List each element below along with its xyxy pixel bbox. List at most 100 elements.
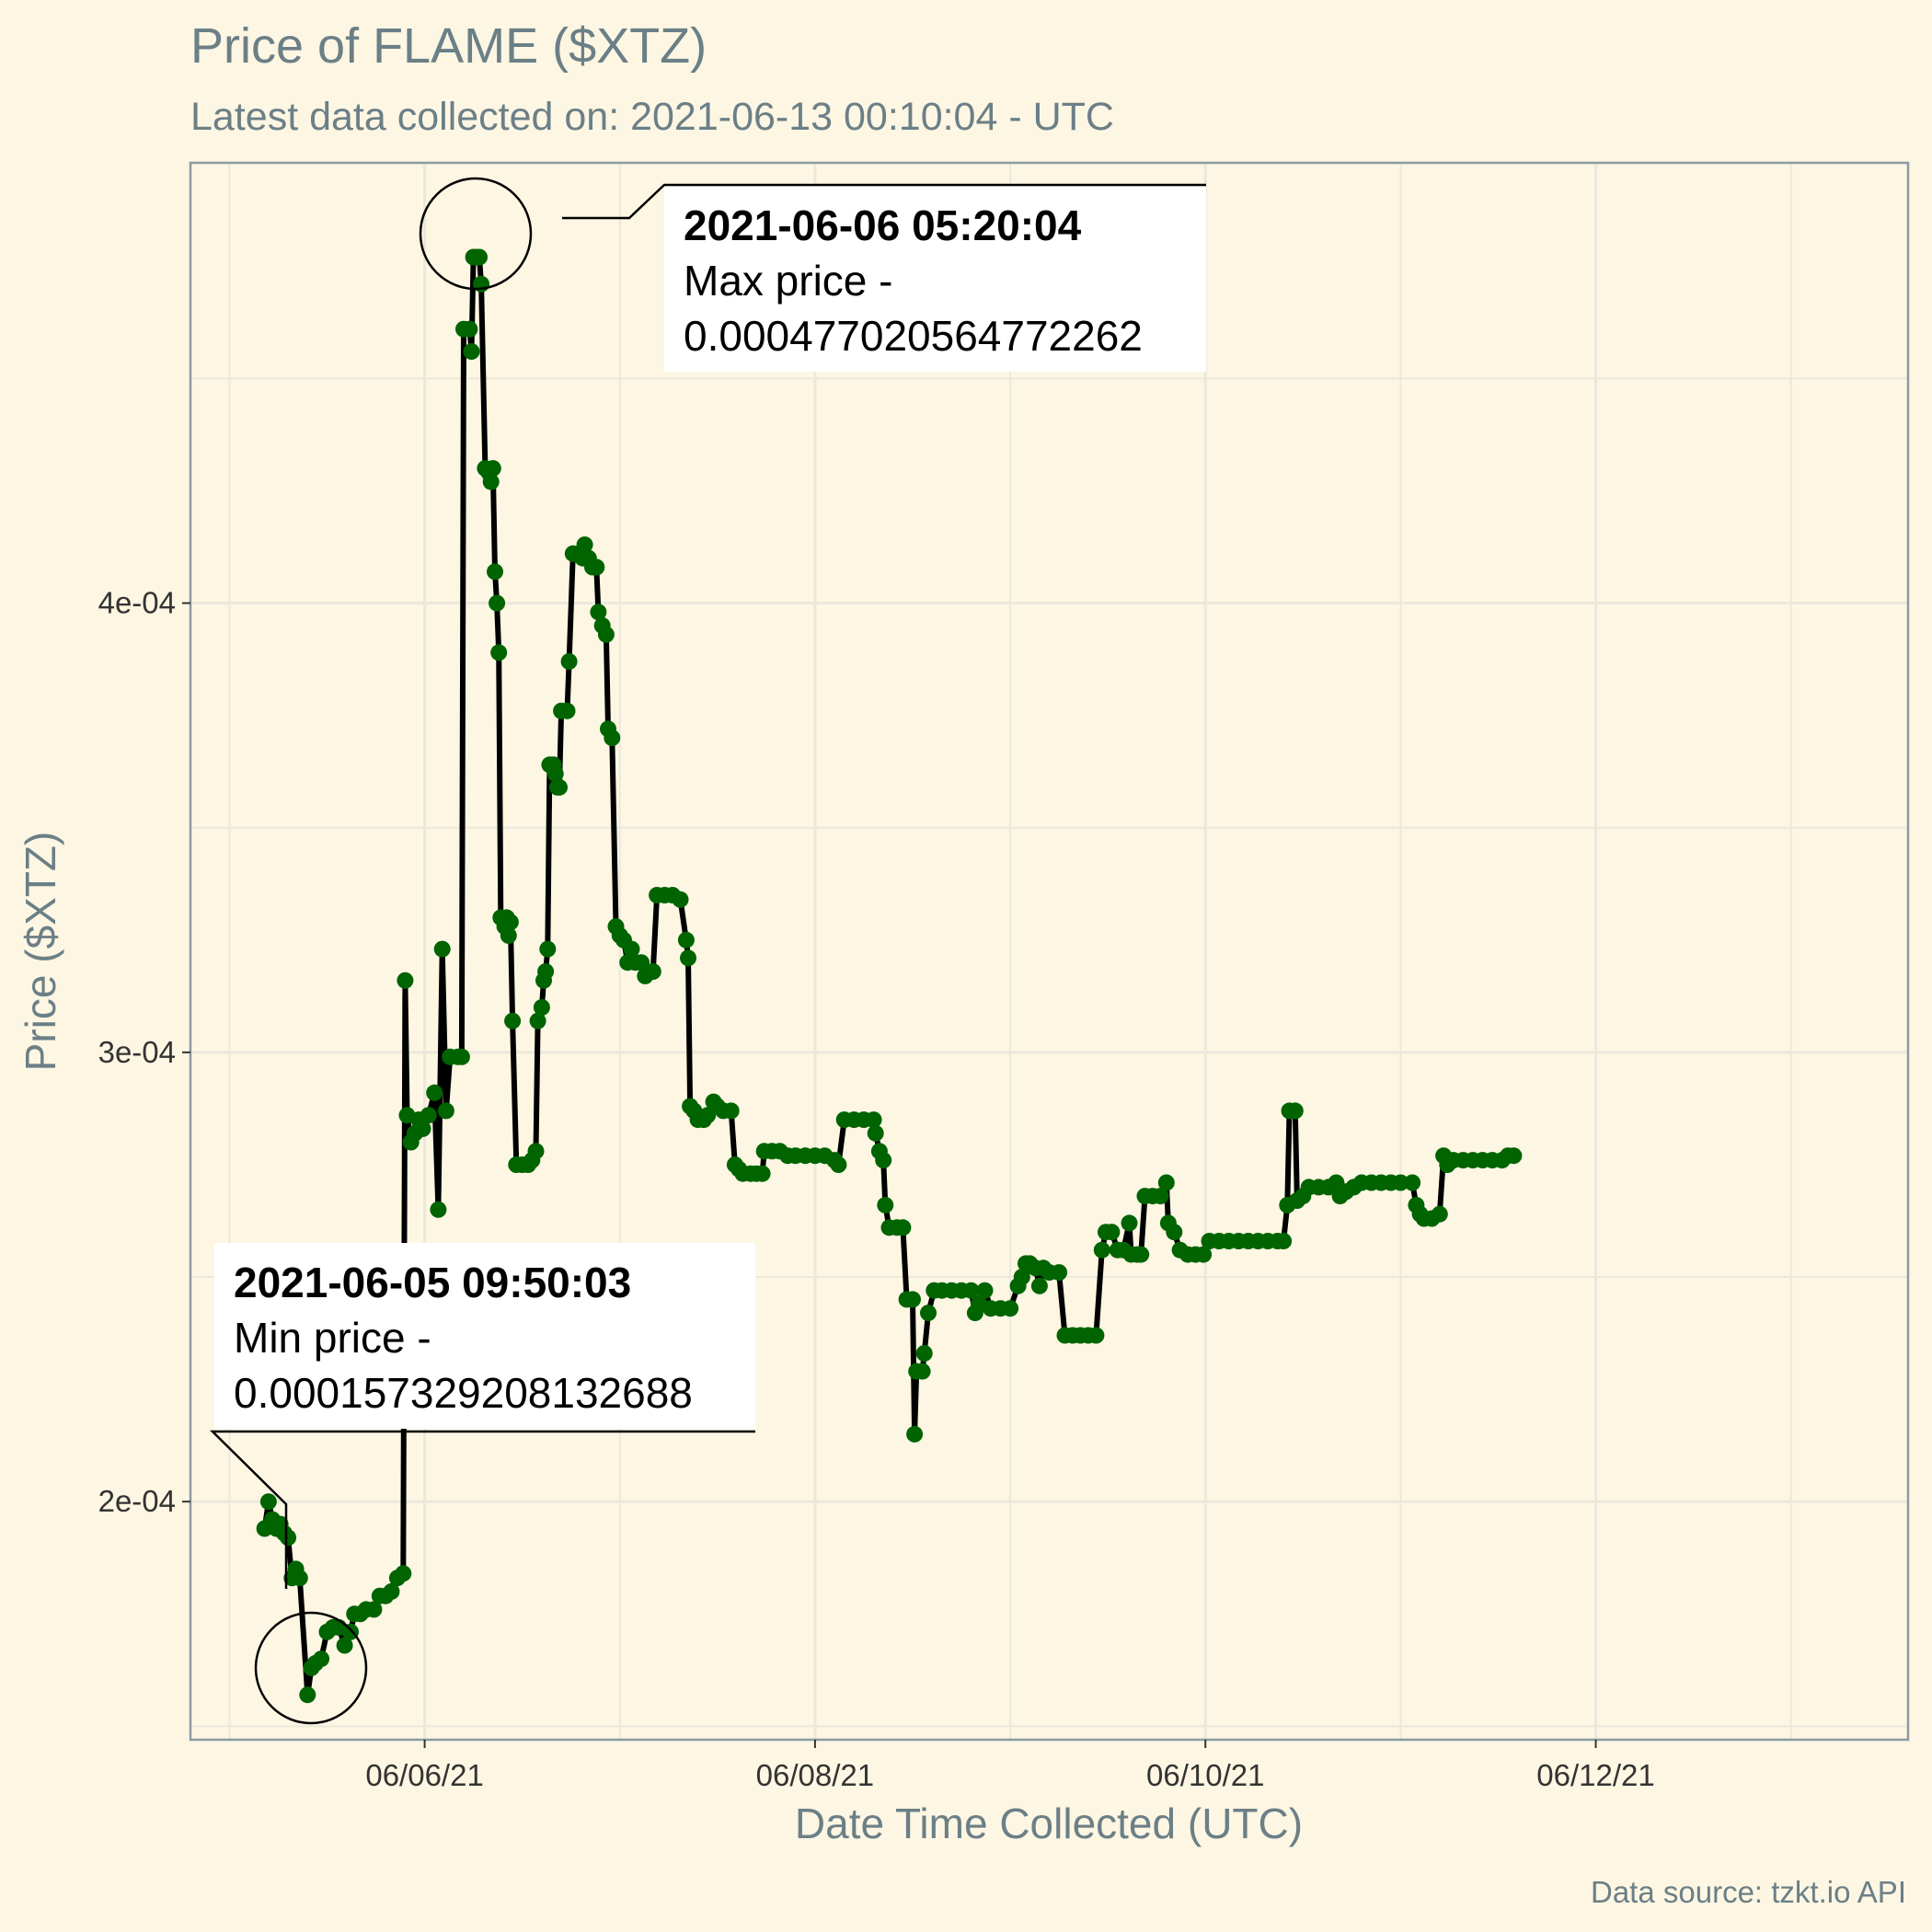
price-point xyxy=(680,949,696,967)
max-annotation: 2021-06-06 05:20:04 Max price - 0.000477… xyxy=(419,177,1206,372)
price-point xyxy=(920,1305,937,1322)
price-point xyxy=(1093,1241,1110,1259)
price-point xyxy=(433,940,451,958)
price-point xyxy=(482,473,500,490)
price-line xyxy=(261,254,1514,1698)
x-tick-label: 06/10/21 xyxy=(1146,1758,1264,1792)
price-point xyxy=(487,563,503,581)
price-point xyxy=(533,999,550,1016)
price-point xyxy=(500,926,517,944)
price-point xyxy=(1157,1174,1175,1191)
price-point xyxy=(1275,1233,1293,1249)
max-price-label: Max price - xyxy=(684,257,892,305)
price-point xyxy=(551,778,568,796)
price-point xyxy=(672,891,689,908)
price-point xyxy=(1051,1264,1068,1282)
price-point xyxy=(430,1201,447,1218)
price-point xyxy=(976,1282,994,1299)
price-point xyxy=(280,1529,297,1547)
price-point xyxy=(915,1345,933,1362)
price-point xyxy=(677,931,695,949)
chart-title: Price of FLAME ($XTZ) xyxy=(190,18,707,74)
price-point xyxy=(484,460,501,477)
price-point xyxy=(1030,1277,1048,1294)
price-point xyxy=(604,730,621,746)
chart-subtitle: Latest data collected on: 2021-06-13 00:… xyxy=(190,95,1114,139)
price-point xyxy=(588,558,605,576)
price-point xyxy=(875,1152,892,1169)
price-point xyxy=(722,1102,740,1120)
price-point xyxy=(395,1565,412,1582)
price-point xyxy=(365,1601,383,1618)
min-price-label: Min price - xyxy=(234,1314,431,1362)
price-point xyxy=(504,1012,522,1029)
price-point xyxy=(299,1686,316,1704)
price-point xyxy=(489,594,506,612)
price-point xyxy=(623,940,640,958)
price-point xyxy=(865,1111,882,1129)
price-point xyxy=(1002,1300,1019,1317)
price-point xyxy=(259,1493,277,1511)
min-annotation: 2021-06-05 09:50:03 Min price - 0.000157… xyxy=(209,1243,755,1725)
price-point xyxy=(644,963,661,980)
price-point xyxy=(336,1637,353,1654)
min-label-box xyxy=(214,1243,755,1429)
price-point xyxy=(463,343,480,361)
price-point xyxy=(1286,1102,1304,1120)
max-price-value: 0.000477020564772262 xyxy=(684,312,1143,360)
price-point xyxy=(1392,1174,1409,1191)
price-point xyxy=(529,1012,546,1029)
price-point xyxy=(558,702,576,719)
price-point xyxy=(877,1196,894,1213)
y-axis-title: Price ($XTZ) xyxy=(17,832,64,1072)
x-axis-title: Date Time Collected (UTC) xyxy=(795,1800,1303,1847)
price-series xyxy=(256,248,1523,1704)
price-point xyxy=(1103,1224,1121,1241)
min-highlight-circle xyxy=(254,1611,368,1725)
price-point xyxy=(1404,1174,1421,1191)
y-tick-label: 2e-04 xyxy=(98,1484,176,1518)
price-point xyxy=(1505,1147,1523,1165)
price-point xyxy=(894,1219,912,1236)
data-source-caption: Data source: tzkt.io API xyxy=(1591,1875,1906,1909)
price-point xyxy=(830,1156,847,1173)
price-point xyxy=(471,248,488,266)
price-point xyxy=(576,536,593,554)
price-point xyxy=(437,1102,454,1120)
y-tick-label: 3e-04 xyxy=(98,1035,176,1069)
min-callout-line xyxy=(209,1430,755,1589)
price-point xyxy=(383,1582,400,1600)
price-point xyxy=(962,1282,980,1299)
price-point xyxy=(501,914,519,931)
x-tick-label: 06/06/21 xyxy=(365,1758,483,1792)
price-point xyxy=(590,604,607,621)
max-time-label: 2021-06-06 05:20:04 xyxy=(684,201,1082,249)
price-point xyxy=(867,1124,884,1142)
price-point xyxy=(1431,1205,1448,1223)
price-point xyxy=(461,320,478,338)
price-point xyxy=(560,653,578,670)
price-point xyxy=(453,1048,470,1065)
price-point xyxy=(539,940,557,958)
price-point xyxy=(1166,1224,1183,1241)
price-point xyxy=(1152,1188,1169,1205)
axis-ticks: 06/06/21 06/08/21 06/10/21 06/12/21 2e-04 3e-… xyxy=(98,586,1655,1792)
price-point xyxy=(1087,1327,1105,1344)
price-point xyxy=(313,1650,330,1668)
price-point xyxy=(420,1107,437,1124)
price-point xyxy=(1121,1214,1138,1232)
price-point xyxy=(904,1291,921,1308)
min-price-value: 0.000157329208132688 xyxy=(234,1369,693,1417)
price-point xyxy=(633,954,650,972)
grid-lines xyxy=(190,163,1908,1740)
price-point xyxy=(1133,1246,1150,1263)
y-tick-label: 4e-04 xyxy=(98,586,176,620)
x-tick-label: 06/12/21 xyxy=(1536,1758,1654,1792)
max-highlight-circle xyxy=(419,177,533,291)
price-point xyxy=(1013,1269,1030,1285)
price-point xyxy=(397,972,414,989)
price-point xyxy=(490,644,508,661)
min-time-label: 2021-06-05 09:50:03 xyxy=(234,1259,631,1306)
price-point xyxy=(914,1363,931,1380)
